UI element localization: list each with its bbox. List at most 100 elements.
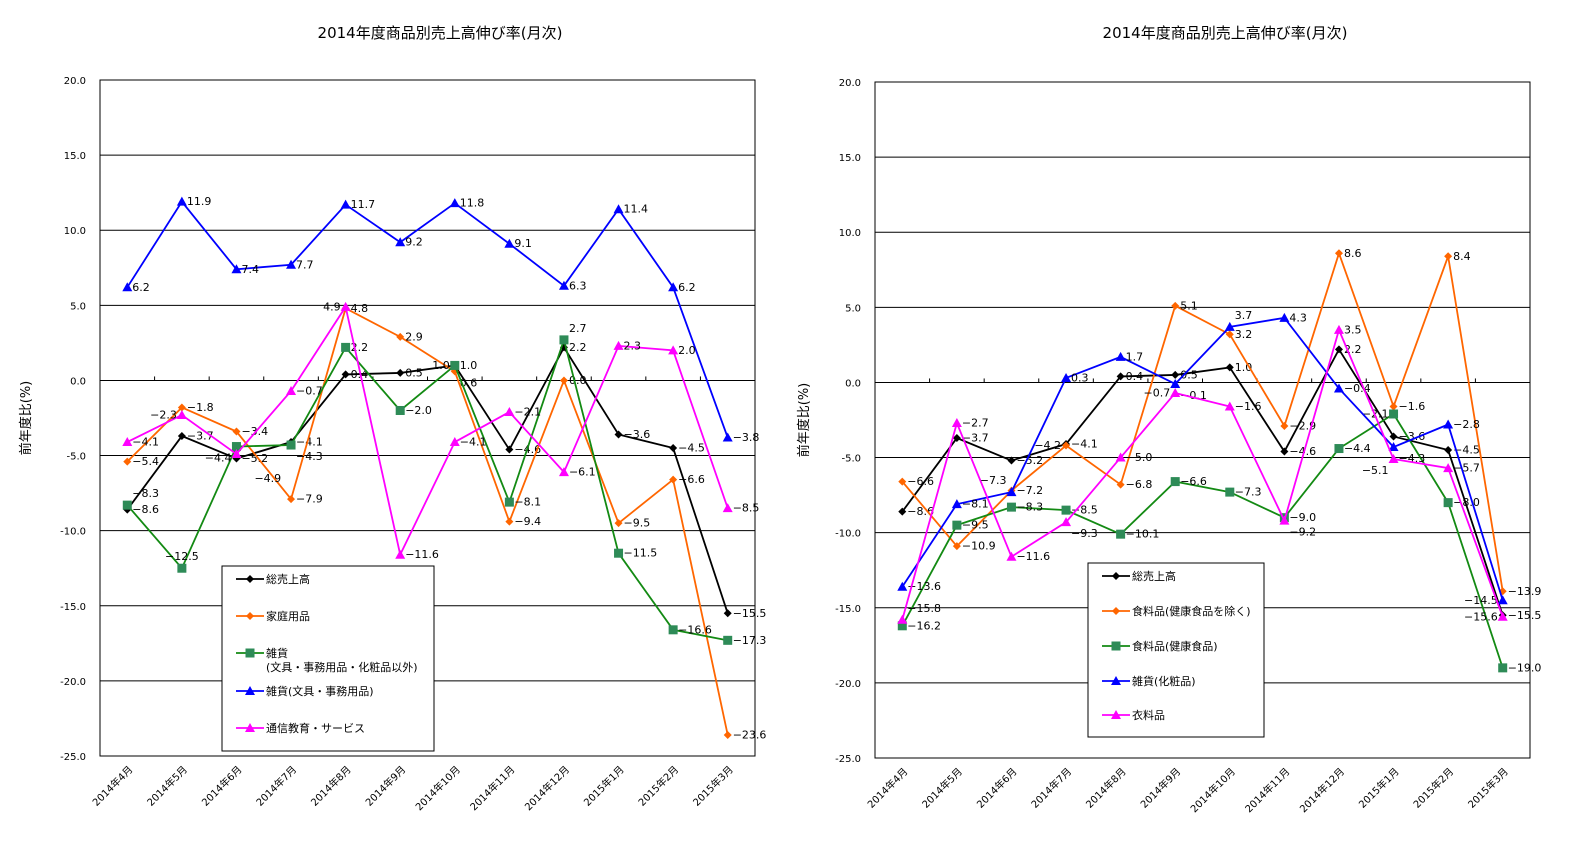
data-label: 0.6 [460, 376, 478, 389]
data-point [1224, 401, 1235, 411]
data-point [1389, 432, 1398, 441]
y-tick-label: 0.0 [845, 378, 861, 389]
data-label: 2.3 [624, 339, 642, 352]
y-axis-label: 前年度比(%) [796, 383, 812, 458]
series-5: −15.8 −2.7 −11.6 −9.3 −5.0 −0.7 −1.6 −9.2 3.5 −5.… [897, 323, 1508, 624]
x-tick-label: 2014年9月 [1138, 765, 1184, 811]
data-label: −9.4 [514, 515, 541, 528]
data-point [1170, 387, 1181, 397]
data-label: −14.5 [1464, 594, 1498, 607]
data-label: −1.8 [187, 401, 214, 414]
data-point [668, 345, 679, 355]
data-label: 8.4 [1453, 250, 1471, 263]
data-point [558, 467, 569, 477]
data-point [898, 477, 907, 486]
data-point [1444, 252, 1453, 261]
data-point [1006, 487, 1017, 497]
data-point [614, 548, 624, 558]
data-label: −2.7 [962, 417, 989, 430]
data-point [1388, 454, 1399, 464]
data-point [231, 449, 242, 459]
y-tick-label: 15.0 [64, 151, 86, 162]
data-label: −4.1 [132, 436, 159, 449]
data-label: −9.5 [624, 517, 651, 530]
x-tick-label: 2014年4月 [865, 765, 911, 811]
data-point [122, 282, 133, 292]
data-point [1333, 324, 1344, 334]
data-label: −11.6 [405, 548, 439, 561]
data-label: −15.5 [733, 607, 767, 620]
y-tick-label: 5.0 [70, 301, 86, 312]
x-tick-label: 2014年7月 [253, 763, 299, 809]
data-point [396, 332, 405, 341]
data-point [232, 427, 241, 436]
x-tick-label: 2015年1月 [581, 763, 627, 809]
y-tick-label: 0.0 [70, 376, 86, 387]
data-point [952, 434, 961, 443]
data-point [558, 280, 569, 290]
data-label: 1.0 [432, 359, 450, 372]
data-point [1116, 480, 1125, 489]
data-point [1334, 345, 1343, 354]
chart-title: 2014年度商品別売上高伸び率(月次) [1103, 24, 1348, 42]
series-2: −6.6 −10.9 −7.2 −4.2 −6.8 5.1 3.2 −2.9 8.6 −1.6 8.… [898, 247, 1541, 598]
data-label: −2.9 [1289, 420, 1316, 433]
data-point [1280, 422, 1289, 431]
data-point [1170, 477, 1180, 487]
data-label: −3.8 [733, 431, 760, 444]
data-point [340, 301, 351, 311]
data-label: −9.5 [962, 519, 989, 532]
series-5: −4.1 −2.3 −4.9 −0.7 4.9 −11.6 −4.1 −2.1 −6.1 2.3 2… [122, 300, 759, 561]
data-point [723, 730, 732, 739]
data-point [1280, 447, 1289, 456]
plot-area [874, 81, 1531, 759]
data-point [450, 360, 460, 370]
data-label: 11.9 [187, 195, 212, 208]
data-label: 9.2 [405, 236, 423, 249]
data-label: −13.9 [1508, 585, 1542, 598]
legend-label: 衣料品 [1132, 708, 1165, 722]
data-point [395, 237, 406, 247]
y-tick-label: -25.0 [835, 754, 861, 765]
x-tick-label: 2014年9月 [363, 763, 409, 809]
series-line [126, 304, 729, 558]
x-tick-label: 2015年3月 [690, 763, 736, 809]
data-label: −5.2 [1016, 454, 1043, 467]
x-tick-label: 2014年5月 [144, 763, 190, 809]
data-point [898, 507, 907, 516]
data-label: −7.3 [1235, 486, 1262, 499]
data-label: −15.8 [907, 602, 941, 615]
y-tick-label: 20.0 [839, 78, 861, 89]
data-point [122, 500, 132, 510]
data-point [1062, 441, 1071, 450]
data-point [1171, 301, 1180, 310]
series-line [901, 250, 1504, 592]
data-point [668, 282, 679, 292]
data-point [176, 196, 187, 206]
data-point [231, 442, 241, 452]
data-label: 11.4 [624, 203, 649, 216]
data-point [669, 475, 678, 484]
y-tick-label: -15.0 [60, 602, 86, 613]
data-label: 2.2 [569, 341, 587, 354]
data-label: 0.4 [1126, 370, 1144, 383]
data-label: −2.3 [150, 408, 177, 421]
legend-marker [1111, 710, 1121, 719]
data-label: −7.3 [980, 474, 1007, 487]
data-label: −1.6 [1399, 400, 1426, 413]
data-point [614, 430, 623, 439]
data-label: −19.0 [1508, 661, 1542, 674]
series-1: −8.6−3.7−5.2−4.10.4 0.51.0−4.62.2−3.6−4.5… [123, 341, 766, 620]
x-tick-label: 2014年6月 [199, 763, 245, 809]
data-label: 0.3 [1071, 371, 1089, 384]
data-point [1443, 419, 1454, 429]
data-point [1224, 321, 1235, 331]
data-label: −15.5 [1508, 609, 1542, 622]
data-label: −8.5 [733, 502, 760, 515]
data-point [177, 403, 186, 412]
data-point [669, 444, 678, 453]
data-point [340, 199, 351, 209]
data-point [951, 499, 962, 509]
